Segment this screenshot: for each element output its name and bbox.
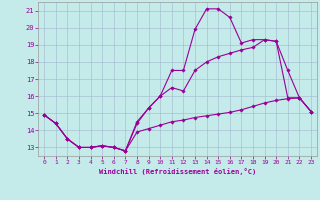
X-axis label: Windchill (Refroidissement éolien,°C): Windchill (Refroidissement éolien,°C) — [99, 168, 256, 175]
